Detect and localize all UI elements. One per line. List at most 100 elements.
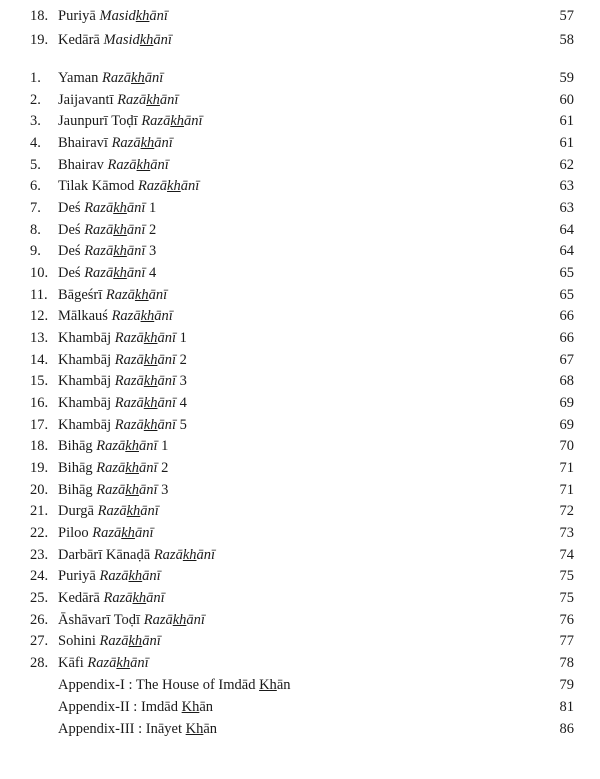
raga-name: Khambāj (58, 330, 115, 347)
raga-name: Bihāg (58, 438, 97, 455)
style-name: Razākhānī (96, 460, 157, 476)
style-part: ānī (134, 525, 154, 542)
entry-number: 27. (30, 633, 49, 650)
entry-number: 23. (30, 546, 49, 563)
style-underlined: kh (143, 330, 158, 347)
raga-name: Deś (58, 243, 85, 260)
toc-entry: 20. Bihāg Razākhānī 3 71 (0, 480, 600, 500)
entry-title: Puriyā Razākhānī (58, 566, 161, 586)
style-part: ānī (157, 416, 176, 433)
style-part: ānī (157, 373, 176, 390)
entry-number: 12. (30, 308, 49, 325)
raga-name: Bihāg (58, 460, 97, 477)
page-number: 72 (559, 503, 575, 520)
entry-suffix: 3 (176, 373, 187, 390)
entry-suffix: 5 (176, 416, 187, 433)
appendix-text: ān (203, 721, 218, 737)
style-part: ānī (138, 460, 158, 477)
style-part: ānī (159, 91, 179, 108)
appendix-entry: Appendix-II : Imdād Khān 81 (0, 697, 600, 717)
raga-name: Khambāj (58, 395, 115, 412)
style-part: Razā (97, 503, 127, 520)
style-part: ānī (180, 178, 200, 195)
raga-name: Jaijavantī (58, 91, 118, 108)
style-part: ānī (138, 481, 158, 498)
style-underlined: kh (126, 503, 141, 520)
page-number: 63 (559, 178, 575, 195)
style-underlined: kh (125, 460, 139, 477)
style-part: Razā (84, 243, 114, 260)
entry-number: 21. (30, 503, 49, 520)
toc-entry: 1. Yaman Razākhānī 59 (0, 68, 600, 88)
raga-name: Yaman (58, 70, 103, 86)
style-underlined: kh (113, 200, 127, 217)
page-number: 59 (559, 70, 575, 86)
style-part: Razā (114, 416, 144, 433)
style-name: Razākhānī (108, 157, 169, 173)
raga-name: Puriyā (58, 568, 100, 585)
style-name: Razākhānī (115, 330, 176, 346)
page-number: 75 (559, 590, 575, 607)
style-name: Razākhānī (115, 395, 176, 411)
appendix-title: Appendix-III : Ināyet Khān (58, 719, 217, 739)
style-name: Razākhānī (115, 417, 176, 433)
entry-number: 14. (30, 351, 49, 368)
style-part: ānī (149, 8, 168, 24)
appendix-underlined: Kh (259, 677, 277, 693)
style-name: Razākhānī (99, 568, 160, 584)
entry-number: 18. (30, 8, 49, 24)
style-name: Razākhānī (92, 525, 153, 541)
entry-suffix: 1 (157, 438, 169, 455)
page-number: 67 (559, 351, 575, 368)
style-name: Razākhānī (96, 482, 157, 498)
entry-title: Khambāj Razākhānī 3 (58, 371, 187, 391)
entry-title: Deś Razākhānī 1 (58, 198, 156, 218)
toc-entry: 12. Mālkauś Razākhānī 66 (0, 306, 600, 326)
style-part: Razā (96, 481, 126, 498)
raga-name: Kedārā (58, 31, 104, 48)
entry-number: 9. (30, 243, 41, 260)
page-number: 66 (559, 308, 575, 325)
appendix-title: Appendix-I : The House of Imdād Khān (58, 675, 291, 695)
style-name: Razākhānī (112, 308, 173, 324)
style-part: Razā (114, 351, 144, 368)
entry-title: Kedārā Razākhānī (58, 588, 165, 608)
entry-title: Kedārā Masidkhānī (58, 30, 172, 50)
style-part: ānī (146, 590, 165, 607)
page-number: 74 (559, 546, 575, 563)
style-name: Razākhānī (141, 113, 202, 129)
style-part: Masid (103, 31, 140, 48)
page-number: 79 (559, 677, 575, 693)
entry-title: Deś Razākhānī 2 (58, 220, 156, 240)
entry-number: 5. (30, 156, 41, 173)
style-part: Razā (102, 70, 132, 86)
entry-number: 2. (30, 91, 41, 108)
appendix-title: Appendix-II : Imdād Khān (58, 697, 213, 717)
page-number: 81 (559, 699, 575, 715)
page-number: 70 (559, 438, 575, 455)
style-part: ānī (126, 200, 146, 217)
raga-name: Āshāvarī Toḍī (58, 611, 144, 628)
entry-number: 28. (30, 655, 49, 672)
style-underlined: kh (140, 135, 155, 151)
style-name: Razākhānī (154, 547, 215, 563)
style-name: Razākhānī (103, 590, 164, 606)
style-part: Razā (114, 373, 144, 390)
entry-number: 16. (30, 395, 49, 412)
entry-title: Durgā Razākhānī (58, 501, 159, 521)
appendix-entry: Appendix-I : The House of Imdād Khān 79 (0, 675, 600, 695)
appendix-underlined: Kh (185, 721, 204, 737)
style-part: Razā (87, 655, 117, 672)
toc-entry: 4. Bhairavī Razākhānī 61 (0, 133, 600, 153)
style-part: ānī (186, 611, 205, 628)
style-name: Razākhānī (96, 438, 157, 454)
entry-suffix: 2 (157, 460, 169, 477)
entry-title: Khambāj Razākhānī 2 (58, 350, 187, 370)
toc-entry: 26. Āshāvarī Toḍī Razākhānī 76 (0, 610, 600, 630)
raga-name: Deś (58, 221, 85, 238)
style-underlined: kh (125, 438, 139, 455)
entry-number: 18. (30, 438, 49, 455)
entry-title: Deś Razākhānī 3 (58, 241, 156, 261)
page-number: 64 (559, 221, 575, 238)
page-number: 77 (559, 633, 575, 650)
